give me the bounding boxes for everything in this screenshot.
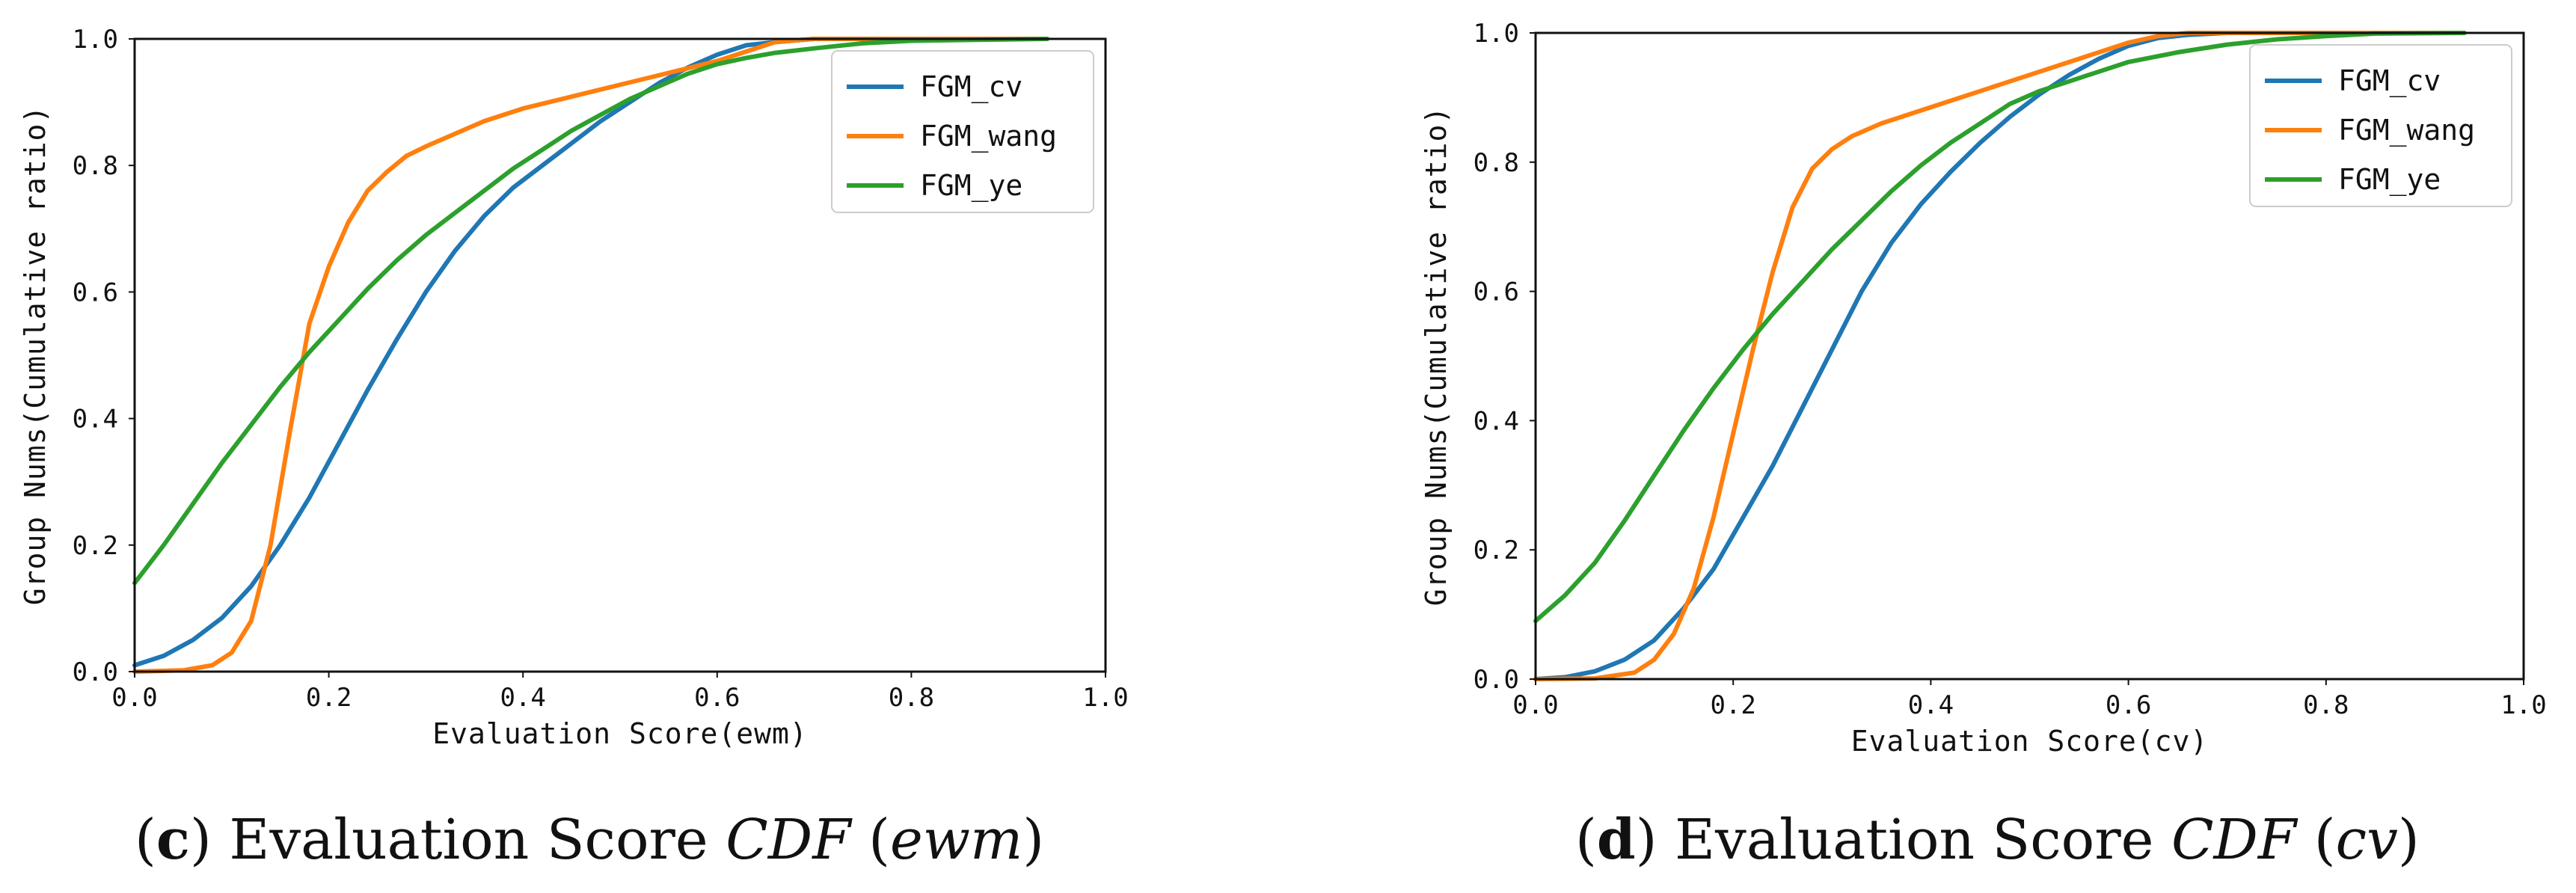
caption-paren-open: ( (2296, 808, 2335, 872)
caption-letter: d (1597, 808, 1636, 872)
chart-ewm-cdf: Group Nums(Cumulative ratio) Evaluation … (19, 25, 1129, 872)
x-tick-label: 0.6 (694, 683, 740, 713)
legend-label: FGM_cv (920, 70, 1022, 104)
series-line-fgm-ye (132, 37, 1050, 586)
x-tick-label: 0.2 (306, 683, 352, 713)
x-tick-label: 0.2 (1710, 690, 1755, 720)
y-tick-label: 0.4 (1473, 406, 1519, 436)
legend: FGM_cv FGM_wang FGM_ye (831, 50, 1094, 213)
x-tick-label: 0.8 (2303, 690, 2349, 720)
caption-open: ( (1575, 808, 1597, 872)
chart-cv-cdf: Group Nums(Cumulative ratio) Evaluation … (1420, 19, 2547, 872)
legend-box (831, 50, 1094, 213)
series-line-fgm-ye (1533, 31, 2467, 624)
series-line-fgm-wang (132, 37, 1050, 674)
y-tick-label: 0.6 (73, 277, 118, 307)
y-tick-label: 0.4 (73, 405, 118, 435)
y-tick-label: 0.8 (73, 151, 118, 181)
y-tick-label: 0.8 (1473, 148, 1519, 178)
caption-paren-close: ) (1022, 808, 1044, 872)
caption-text: Evaluation Score (1657, 808, 2171, 872)
legend: FGM_cv FGM_wang FGM_ye (2249, 44, 2512, 207)
axes-frame (1534, 31, 2525, 681)
x-tick-label: 1.0 (1082, 683, 1128, 713)
legend-box (2249, 44, 2512, 207)
caption-open: ( (135, 808, 156, 872)
x-tick-label: 0.0 (111, 683, 157, 713)
caption-cdf: CDF (2171, 808, 2299, 872)
axes-frame (133, 37, 1107, 673)
caption-close: ) (190, 808, 212, 872)
y-tick-label: 0.6 (1473, 277, 1519, 307)
legend-label: FGM_ye (2338, 163, 2441, 197)
caption-letter: c (156, 808, 190, 872)
series-line-fgm-wang (1533, 31, 2467, 681)
y-tick-label: 1.0 (73, 25, 118, 55)
y-tick-label: 0.0 (1473, 665, 1519, 695)
y-tick-label: 0.2 (73, 531, 118, 561)
caption-cdf: CDF (726, 808, 853, 872)
caption-paren-close: ) (2398, 808, 2420, 872)
legend-label: FGM_wang (920, 120, 1057, 153)
x-tick-label: 0.4 (1908, 690, 1954, 720)
x-tick-label: 0.8 (889, 683, 934, 713)
legend-label: FGM_wang (2338, 114, 2475, 147)
x-tick-label: 0.4 (500, 683, 545, 713)
caption-paren-open: ( (851, 808, 890, 872)
x-tick-label: 1.0 (2500, 690, 2546, 720)
x-axis-label: Evaluation Score(ewm) (432, 717, 807, 750)
x-tick-label: 0.6 (2106, 690, 2151, 720)
y-tick-label: 1.0 (1473, 19, 1519, 49)
caption-method: ewm (890, 808, 1022, 872)
figure-caption: (c) Evaluation Score CDF (ewm) (135, 808, 1044, 872)
y-tick-label: 0.2 (1473, 536, 1519, 565)
figure-caption: (d) Evaluation Score CDF (cv) (1575, 808, 2420, 872)
caption-close: ) (1636, 808, 1657, 872)
caption-text: Evaluation Score (212, 808, 726, 872)
x-tick-label: 0.0 (1512, 690, 1558, 720)
caption-method: cv (2336, 808, 2398, 872)
legend-label: FGM_ye (920, 169, 1022, 203)
y-tick-label: 0.0 (73, 657, 118, 687)
y-axis-label: Group Nums(Cumulative ratio) (19, 105, 52, 606)
y-axis-label: Group Nums(Cumulative ratio) (1420, 106, 1453, 607)
legend-label: FGM_cv (2338, 64, 2441, 98)
x-axis-label: Evaluation Score(cv) (1851, 725, 2209, 758)
